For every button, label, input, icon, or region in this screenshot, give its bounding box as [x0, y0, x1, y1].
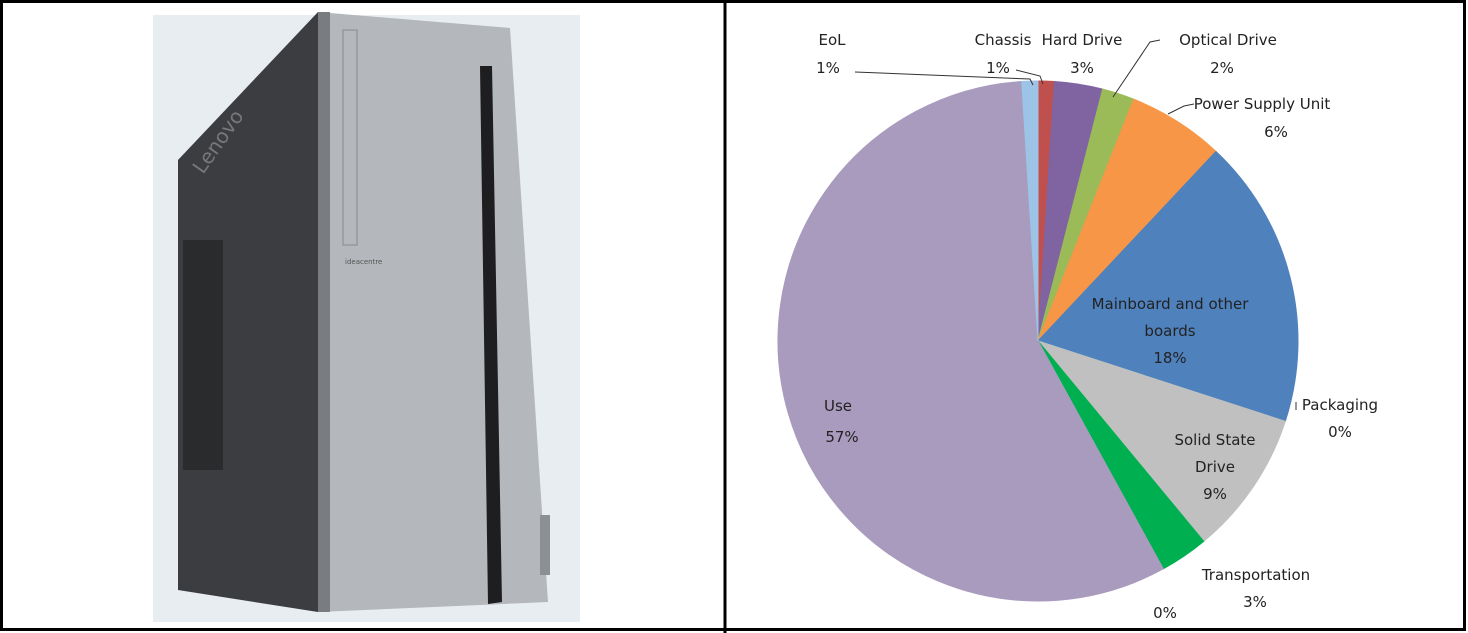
pie: [777, 80, 1299, 602]
slice-value: 3%: [1243, 593, 1267, 611]
slice-value: 1%: [986, 59, 1010, 77]
slice-name: Transportation: [1201, 566, 1311, 584]
slice-name: Mainboard and other boards: [1091, 295, 1249, 340]
pie-slice: [1021, 80, 1039, 342]
slice-value: 1%: [816, 59, 840, 77]
slice-name: EoL: [818, 31, 846, 49]
slice-value: 6%: [1264, 123, 1288, 141]
slice-name: Packaging: [1301, 396, 1379, 414]
pie-slice: [1036, 339, 1286, 543]
product-photo: Lenovo ideacentre: [153, 12, 580, 622]
slice-name: Solid State Drive: [1174, 431, 1256, 476]
slice-value: 9%: [1203, 485, 1227, 503]
model-text: ideacentre: [345, 258, 382, 266]
slice-value: 18%: [1153, 349, 1187, 367]
slice-value: 3%: [1070, 59, 1094, 77]
slice-value: 0%: [1153, 604, 1177, 622]
slice-value: 0%: [1328, 423, 1352, 441]
slice-value: 57%: [825, 428, 859, 446]
pie-slice: [777, 80, 1164, 602]
slice-name: Use: [823, 397, 853, 415]
slice-name: Optical Drive: [1179, 31, 1277, 49]
slice-value: 2%: [1210, 59, 1234, 77]
leader-lines: [854, 39, 1297, 410]
slice-name: Power Supply Unit: [1193, 95, 1331, 113]
slice-name: Chassis: [974, 31, 1032, 49]
slice-name: Hard Drive: [1041, 31, 1123, 49]
pie-slice: [1037, 150, 1299, 422]
